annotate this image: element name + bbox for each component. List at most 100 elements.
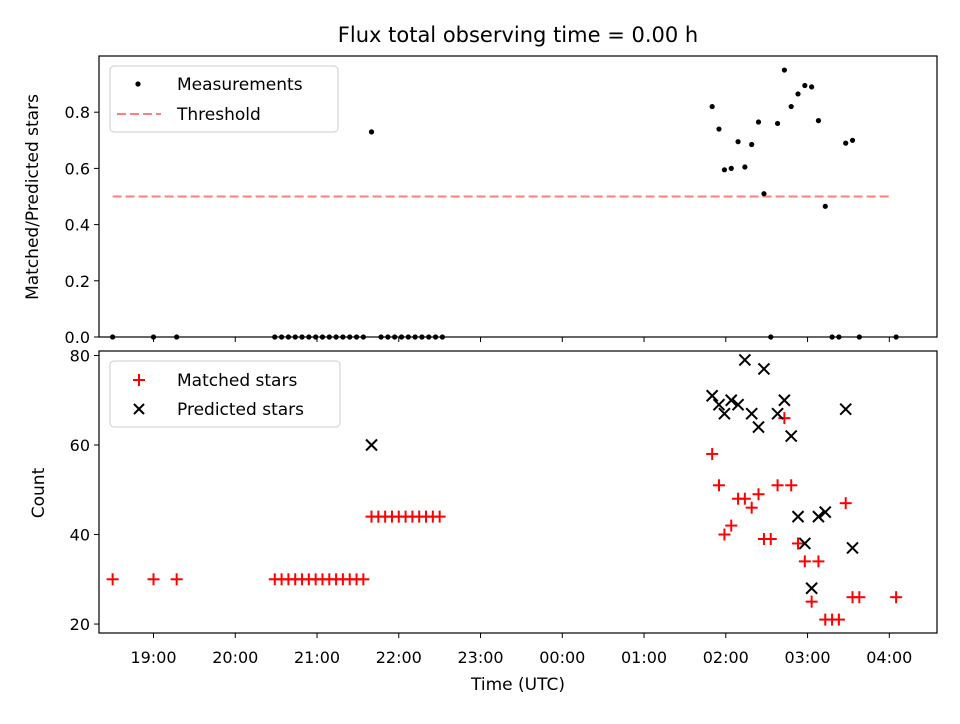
matched-star-point: [812, 555, 825, 568]
matched-star-point: [771, 479, 784, 492]
legend-measurements-marker: [135, 81, 141, 87]
measurement-point: [849, 137, 856, 143]
xtick-label: 02:00: [703, 648, 749, 667]
matched-star-point: [839, 497, 852, 510]
predicted-star-point: [712, 398, 726, 411]
measurement-point: [822, 203, 828, 209]
matched-star-point: [106, 573, 119, 586]
legend-predicted-marker: [133, 403, 145, 415]
predicted-star-point: [778, 394, 791, 407]
bottom-ylabel: Count: [29, 467, 49, 518]
predicted-star-point: [812, 510, 825, 523]
matched-star-point: [170, 573, 183, 586]
top-plot-frame: [98, 55, 938, 338]
legend-matched-marker: [133, 374, 145, 386]
predicted-star-point: [731, 398, 745, 411]
matched-star-point: [357, 573, 370, 586]
matched-star-point: [147, 573, 160, 586]
measurement-point: [721, 167, 728, 173]
bottom-ytick-label: 80: [70, 346, 90, 365]
xtick-label: 01:00: [621, 648, 667, 667]
measurement-point: [802, 82, 808, 89]
matched-star-point: [718, 528, 731, 541]
measurement-point: [809, 84, 815, 90]
matched-star-point: [712, 479, 725, 492]
bottom-ytick-label: 40: [70, 526, 90, 545]
legend-matched-label: Matched stars: [177, 371, 297, 391]
xtick-label: 03:00: [784, 648, 830, 667]
measurement-point: [795, 91, 801, 97]
top-ytick-label: 0.8: [65, 103, 90, 122]
top-panel: Matched/Predicted stars 0.00.20.40.60.8 …: [23, 55, 938, 347]
predicted-star-point: [798, 537, 812, 550]
predicted-star-point: [846, 541, 859, 555]
measurement-point: [709, 103, 715, 110]
measurement-point: [368, 129, 375, 135]
matched-star-point: [745, 501, 758, 514]
matched-star-point: [706, 447, 719, 460]
matched-star-point: [792, 537, 805, 550]
measurement-point: [781, 67, 787, 73]
xtick-label: 21:00: [294, 648, 340, 667]
top-ytick-label: 0.4: [65, 216, 90, 235]
matched-star-point: [764, 533, 777, 545]
matched-star-point: [778, 412, 791, 425]
measurement-point: [728, 165, 734, 171]
matched-star-point: [890, 591, 903, 604]
predicted-star-point: [784, 429, 798, 443]
measurement-point: [742, 164, 748, 170]
xtick-label: 04:00: [866, 648, 912, 667]
legend-measurements-label: Measurements: [177, 75, 303, 95]
matched-star-point: [433, 510, 446, 523]
predicted-star-point: [771, 407, 784, 420]
measurement-point: [788, 103, 794, 110]
measurement-point: [755, 119, 762, 125]
xtick-label: 00:00: [539, 648, 585, 667]
measurement-point: [774, 120, 781, 127]
xtick-label: 20:00: [212, 648, 258, 667]
predicted-star-point: [705, 389, 719, 402]
predicted-star-point: [738, 353, 752, 367]
bottom-panel: Count Time (UTC) 20 40 60 80 19:00 20:00 21:00…: [29, 346, 938, 695]
measurement-point: [815, 118, 822, 124]
xtick-label: 19:00: [130, 648, 176, 667]
top-ytick-label: 0.6: [65, 159, 90, 178]
legend-threshold-label: Threshold: [176, 105, 261, 125]
matched-star-point: [805, 595, 818, 608]
bottom-plot-frame: [98, 350, 938, 634]
bottom-ytick-label: 60: [70, 436, 90, 455]
measurement-point: [761, 191, 767, 197]
top-ytick-label: 0.0: [65, 328, 90, 347]
predicted-star-point: [752, 420, 765, 434]
matched-star-point: [832, 613, 845, 626]
matched-star-point: [725, 519, 738, 532]
x-axis-label: Time (UTC): [470, 675, 565, 695]
matched-star-point: [738, 492, 751, 505]
predicted-star-point: [745, 407, 758, 420]
measurement-point: [749, 141, 755, 148]
xtick-label: 22:00: [376, 648, 422, 667]
xtick-label: 23:00: [457, 648, 503, 667]
measurement-point: [735, 139, 741, 145]
matched-star-point: [798, 555, 811, 568]
predicted-star-point: [757, 362, 771, 376]
predicted-star-point: [725, 394, 738, 407]
top-ytick-label: 0.2: [65, 272, 90, 291]
predicted-star-point: [819, 505, 832, 519]
bottom-legend: Matched stars Predicted stars: [109, 360, 341, 428]
predicted-star-point: [718, 407, 731, 420]
bottom-ytick-label: 20: [70, 615, 90, 634]
matched-star-point: [752, 488, 765, 501]
matched-star-point: [853, 591, 866, 604]
chart-title: Flux total observing time = 0.00 h: [338, 23, 698, 47]
top-ylabel: Matched/Predicted stars: [23, 94, 43, 300]
predicted-star-point: [791, 510, 805, 523]
predicted-star-point: [365, 438, 378, 452]
top-legend: Measurements Threshold: [109, 65, 339, 133]
predicted-star-point: [839, 402, 852, 416]
measurement-point: [843, 140, 849, 146]
measurement-point: [716, 126, 722, 132]
predicted-star-point: [805, 582, 818, 595]
matched-star-point: [785, 479, 798, 492]
